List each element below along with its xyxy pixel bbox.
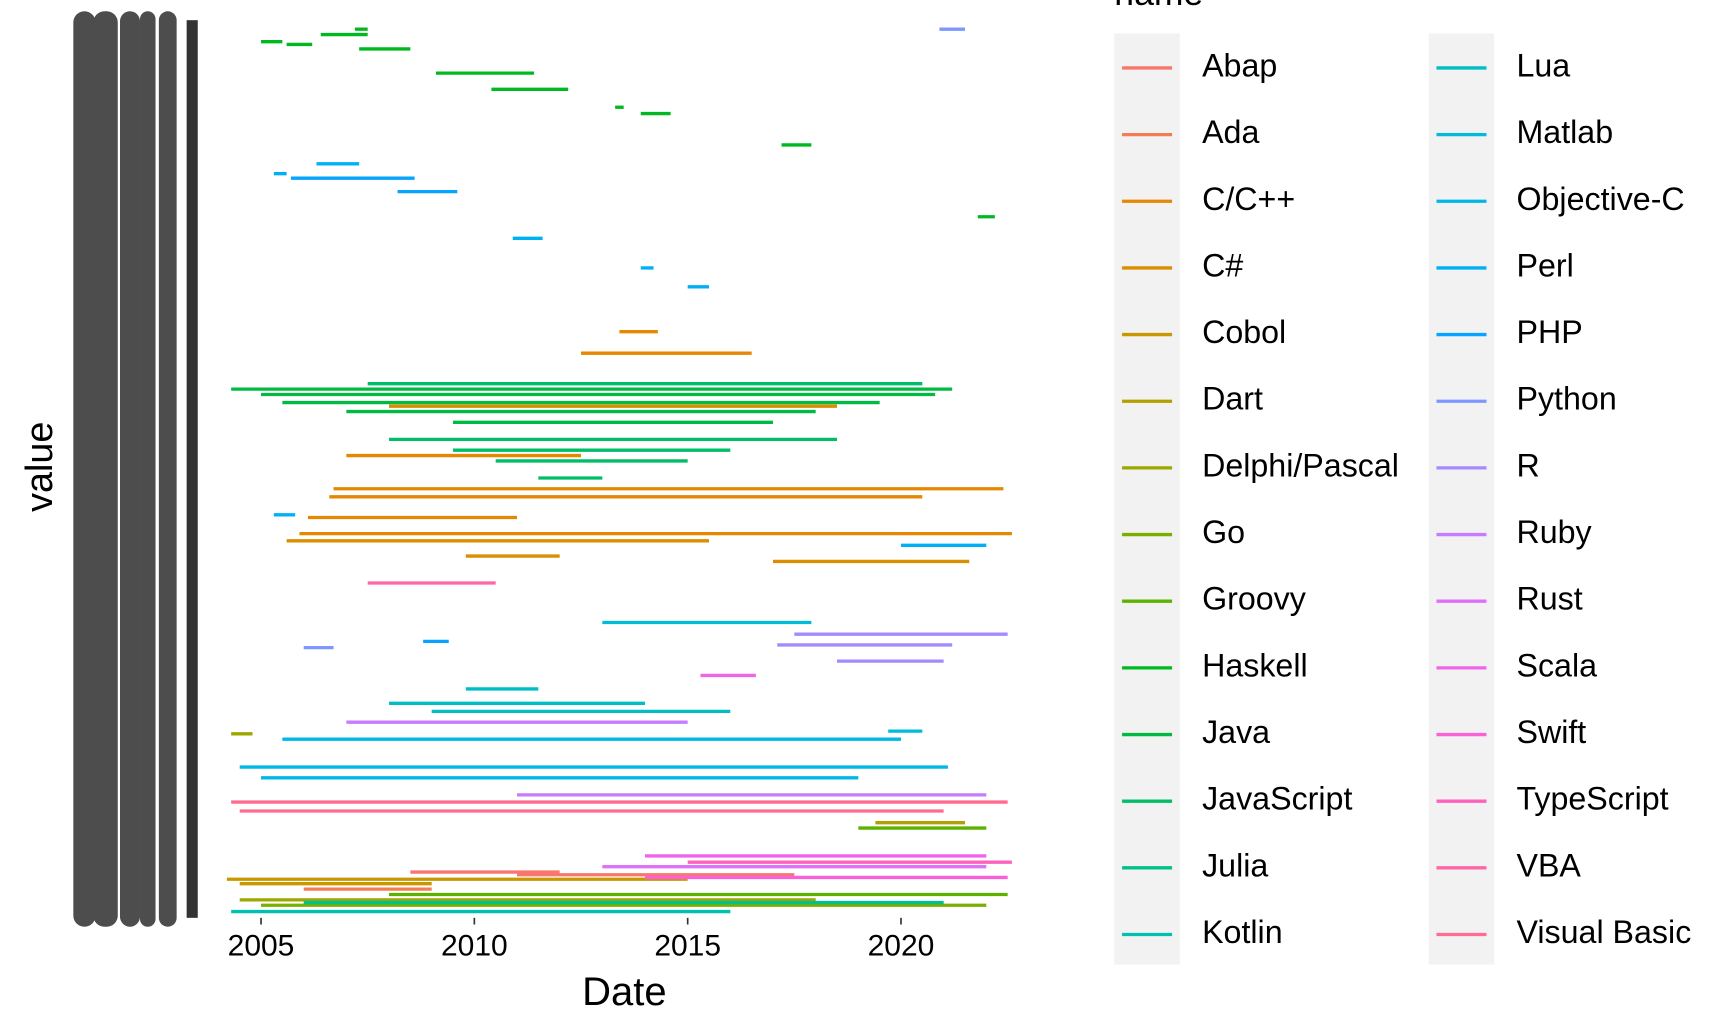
x-tick-label: 2010 <box>441 930 508 963</box>
legend-title: name <box>1114 0 1203 13</box>
legend-label: C/C++ <box>1202 181 1295 217</box>
y-tick-block <box>186 20 198 918</box>
legend-label: Visual Basic <box>1516 914 1691 950</box>
legend-label: Dart <box>1202 381 1263 417</box>
overlapping-label-block <box>158 11 177 927</box>
legend-label: Abap <box>1202 47 1277 83</box>
y-axis-title: value <box>19 422 61 512</box>
legend-label: Haskell <box>1202 647 1308 683</box>
legend-label: Cobol <box>1202 314 1286 350</box>
legend-label: Python <box>1516 381 1616 417</box>
x-tick-label: 2020 <box>868 930 935 963</box>
legend-label: Objective-C <box>1516 181 1684 217</box>
x-tick-label: 2005 <box>228 930 295 963</box>
legend-label: Scala <box>1516 647 1597 683</box>
legend-label: TypeScript <box>1516 781 1668 817</box>
y-axis-labels-overlap <box>73 11 198 927</box>
legend-label: Groovy <box>1202 581 1307 617</box>
overlapping-label-block <box>139 11 156 927</box>
legend-label: Delphi/Pascal <box>1202 447 1399 483</box>
legend-label: VBA <box>1516 847 1581 883</box>
legend-label: Julia <box>1202 847 1268 883</box>
legend-label: Ada <box>1202 114 1259 150</box>
overlapping-label-block <box>93 11 118 927</box>
x-axis-title: Date <box>582 970 666 1014</box>
legend-label: Java <box>1202 714 1270 750</box>
legend-label: Matlab <box>1516 114 1613 150</box>
overlapping-label-block <box>73 11 96 927</box>
x-tick-label: 2015 <box>654 930 721 963</box>
legend-label: Perl <box>1516 247 1573 283</box>
legend-key-background <box>1428 33 1495 965</box>
plot-area: 2005 2010 2015 2020 <box>226 27 1012 963</box>
legend-label: C# <box>1202 247 1243 283</box>
overlapping-label-block <box>119 11 140 927</box>
legend-label: Rust <box>1516 581 1582 617</box>
legend-label: PHP <box>1516 314 1582 350</box>
legend-label: JavaScript <box>1202 781 1352 817</box>
legend-label: Swift <box>1516 714 1586 750</box>
legend-label: Lua <box>1516 47 1570 83</box>
legend-label: Go <box>1202 514 1245 550</box>
legend-label: Ruby <box>1516 514 1592 550</box>
legend-key-background <box>1114 33 1180 965</box>
legend-label: Kotlin <box>1202 914 1283 950</box>
legend: Abap Ada C/C++ C# Cobol Dart Delphi/Pascal Go Gr… <box>1114 33 1691 965</box>
legend-label: R <box>1516 447 1539 483</box>
